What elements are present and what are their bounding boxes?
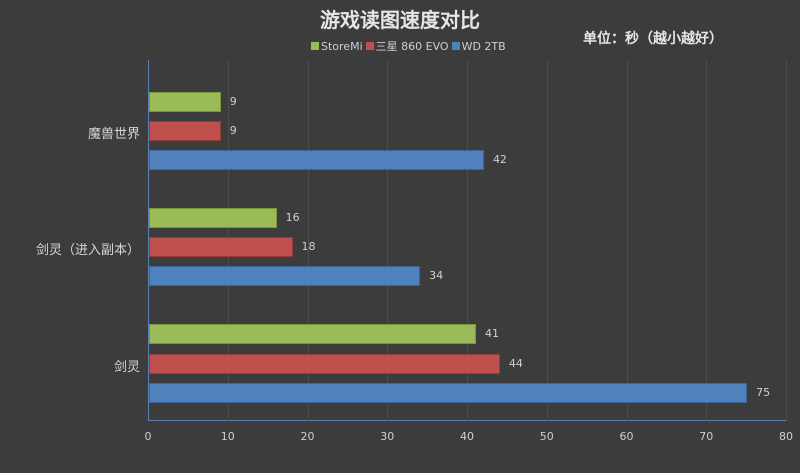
category-label: 剑灵（进入副本） xyxy=(35,243,140,258)
gridline xyxy=(706,60,708,421)
x-tick-label: 20 xyxy=(300,430,315,443)
legend-item-storemi: StoreMi xyxy=(311,40,363,53)
gridline xyxy=(786,60,787,421)
data-label: 75 xyxy=(756,386,771,399)
legend: StoreMi 三星 860 EVO WD 2TB xyxy=(311,38,506,54)
x-tick-label: 50 xyxy=(539,430,554,443)
data-label: 9 xyxy=(229,124,237,137)
data-label: 42 xyxy=(492,153,507,166)
x-tick-label: 40 xyxy=(460,430,474,443)
bar-samsung-860-evo xyxy=(149,237,293,257)
data-label: 18 xyxy=(301,240,316,253)
x-tick-label: 80 xyxy=(779,430,793,443)
bar-storemi xyxy=(149,208,277,228)
bar-samsung-860-evo xyxy=(149,121,221,141)
category-label: 剑灵 xyxy=(113,360,140,375)
legend-item-samsung: 三星 860 EVO xyxy=(365,38,449,54)
y-axis xyxy=(148,60,149,421)
data-label: 44 xyxy=(508,357,523,370)
x-tick-label: 30 xyxy=(380,430,395,443)
gridline xyxy=(467,60,468,421)
chart-title: 游戏读图速度对比 xyxy=(320,8,480,32)
gridline xyxy=(307,60,309,421)
legend-swatch-blue xyxy=(451,42,460,50)
bar-storemi xyxy=(149,92,221,112)
legend-label: 三星 860 EVO xyxy=(375,40,449,53)
x-tick-label: 0 xyxy=(144,430,152,443)
legend-item-wd: WD 2TB xyxy=(451,39,506,53)
unit-note: 单位：秒（越小越好） xyxy=(583,31,723,47)
data-label: 41 xyxy=(484,327,499,340)
bar-wd-2tb xyxy=(149,383,748,403)
legend-swatch-red xyxy=(365,42,374,50)
plot-area: 9 9 42 16 18 34 41 44 75 xyxy=(148,60,787,421)
bar-wd-2tb xyxy=(149,150,484,170)
gridline xyxy=(387,60,389,421)
legend-label: StoreMi xyxy=(321,39,363,53)
bar-samsung-860-evo xyxy=(149,354,500,374)
data-label: 9 xyxy=(229,95,237,108)
bar-wd-2tb xyxy=(149,266,421,286)
x-tick-label: 10 xyxy=(220,430,235,443)
gridline xyxy=(546,60,548,421)
data-label: 34 xyxy=(429,269,444,282)
category-label: 魔兽世界 xyxy=(87,127,140,142)
x-tick-label: 60 xyxy=(619,430,634,443)
gridline xyxy=(626,60,628,421)
legend-swatch-green xyxy=(311,42,319,50)
bar-storemi xyxy=(149,324,476,344)
legend-label: WD 2TB xyxy=(461,39,506,53)
x-tick-label: 70 xyxy=(699,430,714,443)
data-label: 16 xyxy=(285,211,300,224)
